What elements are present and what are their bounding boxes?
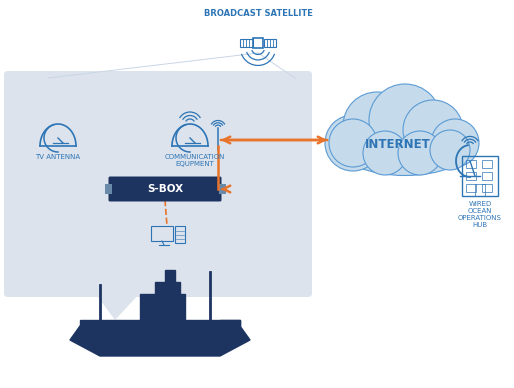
FancyBboxPatch shape xyxy=(108,177,222,201)
Bar xyxy=(105,184,112,194)
Circle shape xyxy=(398,131,442,175)
Ellipse shape xyxy=(340,121,470,175)
Circle shape xyxy=(403,100,463,160)
Circle shape xyxy=(369,84,441,156)
Bar xyxy=(462,156,498,196)
Bar xyxy=(466,160,476,168)
Bar xyxy=(482,184,492,192)
Text: INTERNET: INTERNET xyxy=(365,139,431,151)
Bar xyxy=(475,184,485,196)
Bar xyxy=(151,226,173,241)
Circle shape xyxy=(325,115,381,171)
Bar xyxy=(466,184,476,192)
Circle shape xyxy=(431,119,479,167)
Polygon shape xyxy=(155,282,180,294)
Bar xyxy=(219,184,226,194)
Circle shape xyxy=(363,131,407,175)
Bar xyxy=(482,172,492,180)
Polygon shape xyxy=(70,326,250,356)
Bar xyxy=(482,160,492,168)
Text: WIRED
OCEAN
OPERATIONS
HUB: WIRED OCEAN OPERATIONS HUB xyxy=(458,201,502,228)
Bar xyxy=(241,40,252,47)
Text: S-BOX: S-BOX xyxy=(147,184,183,194)
Polygon shape xyxy=(220,320,240,326)
Bar xyxy=(253,38,263,48)
Text: BROADCAST SATELLITE: BROADCAST SATELLITE xyxy=(204,9,313,17)
Bar xyxy=(466,172,476,180)
Polygon shape xyxy=(80,320,240,326)
Text: TV ANTENNA: TV ANTENNA xyxy=(35,154,81,160)
Circle shape xyxy=(343,92,411,160)
Bar xyxy=(175,226,185,243)
Text: COMMUNICATION
EQUPMENT: COMMUNICATION EQUPMENT xyxy=(165,154,225,167)
Polygon shape xyxy=(140,294,185,320)
Circle shape xyxy=(430,130,470,170)
Polygon shape xyxy=(165,270,175,282)
Polygon shape xyxy=(95,293,140,320)
FancyBboxPatch shape xyxy=(4,71,312,297)
Circle shape xyxy=(329,119,377,167)
Bar xyxy=(264,40,276,47)
